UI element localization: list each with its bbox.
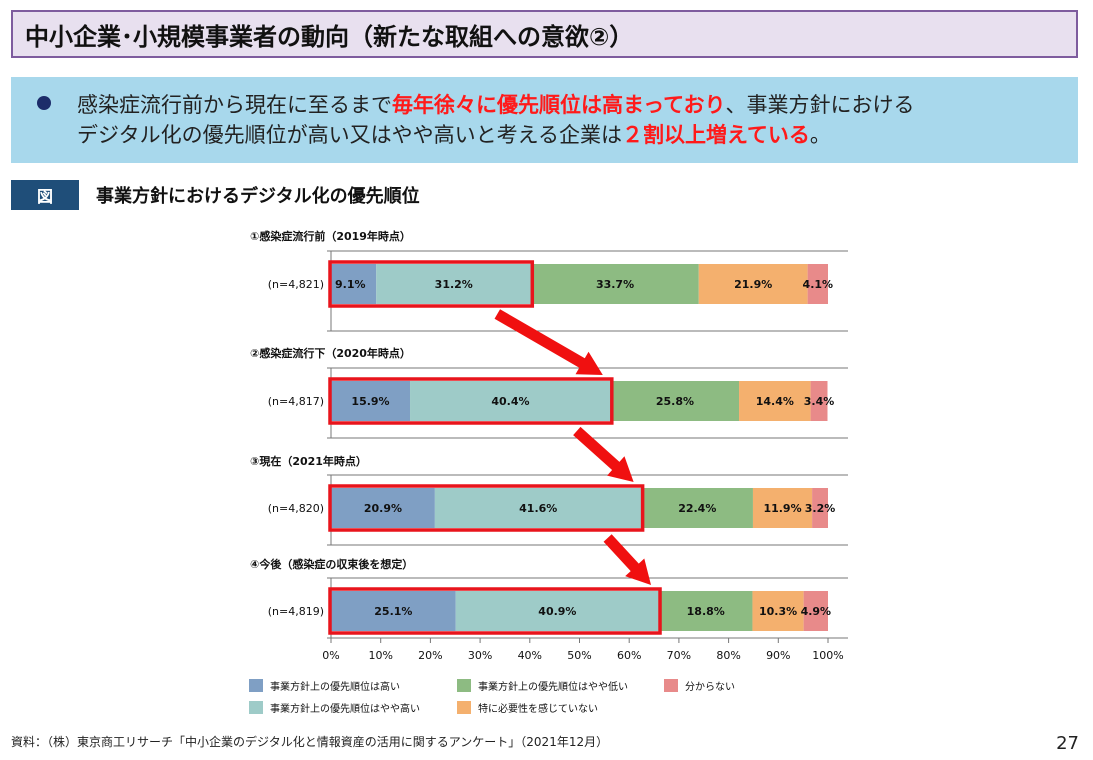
x-tick-label: 20% — [418, 649, 442, 662]
figure-label: 図 — [11, 180, 79, 210]
bar-segment — [807, 264, 828, 304]
x-tick-label: 90% — [766, 649, 790, 662]
bar-segment — [698, 264, 808, 304]
x-tick-label: 0% — [322, 649, 339, 662]
n-label: (n=4,821) — [268, 278, 324, 291]
data-label: 41.6% — [519, 502, 557, 515]
x-tick-label: 70% — [667, 649, 691, 662]
bar-segment — [376, 264, 532, 304]
bar-segment — [331, 488, 435, 528]
bar-segment — [610, 381, 740, 421]
summary-box: 感染症流行前から現在に至るまで毎年徐々に優先順位は高まっており、事業方針における… — [11, 77, 1078, 163]
data-label: 3.2% — [805, 502, 836, 515]
legend-label: 事業方針上の優先順位は高い — [270, 680, 400, 693]
arrow-icon — [573, 426, 634, 482]
group-title-1: ①感染症流行前（2019年時点） — [250, 229, 411, 243]
legend-label: 分からない — [685, 681, 735, 693]
n-label: (n=4,820) — [268, 502, 324, 515]
summary-highlight1: 毎年徐々に優先順位は高まっており — [392, 93, 726, 117]
x-tick-label: 60% — [617, 649, 641, 662]
bar-segment — [810, 381, 828, 421]
page-title-text: 中小企業･小規模事業者の動向（新たな取組への意欲②） — [25, 22, 634, 51]
data-label: 25.1% — [374, 605, 412, 618]
n-label: (n=4,819) — [268, 605, 324, 618]
data-label: 40.9% — [538, 605, 576, 618]
data-label: 22.4% — [678, 502, 716, 515]
group-title-3: ③現在（2021年時点） — [250, 454, 367, 468]
bar-segment — [812, 488, 828, 528]
bar-segment — [410, 381, 611, 421]
summary-part4: 。 — [809, 123, 831, 147]
bar-segment — [331, 381, 411, 421]
legend-label: 特に必要性を感じていない — [478, 702, 598, 715]
figure-title: 事業方針におけるデジタル化の優先順位 — [96, 186, 420, 207]
bar-segment — [659, 591, 753, 631]
bar-segment — [641, 488, 753, 528]
summary-part1: 感染症流行前から現在に至るまで — [77, 93, 392, 117]
bar-segment — [434, 488, 642, 528]
x-tick-label: 40% — [518, 649, 542, 662]
data-label: 21.9% — [734, 278, 772, 291]
highlight-box — [328, 587, 662, 635]
x-tick-label: 10% — [368, 649, 392, 662]
bar-segment — [803, 591, 828, 631]
data-label: 11.9% — [763, 502, 801, 515]
data-label: 33.7% — [596, 278, 634, 291]
x-tick-label: 100% — [812, 649, 843, 662]
bar-segment — [331, 591, 456, 631]
source-note: 資料：（株）東京商工リサーチ「中小企業のデジタル化と情報資産の活用に関するアンケ… — [11, 735, 609, 749]
arrow-icon — [494, 309, 603, 375]
highlight-box — [328, 377, 614, 425]
group-title-2: ②感染症流行下（2020年時点） — [250, 346, 411, 360]
data-label: 4.1% — [803, 278, 834, 291]
legend-label: 事業方針上の優先順位はやや高い — [270, 702, 420, 715]
x-tick-label: 50% — [567, 649, 591, 662]
legend-swatch — [249, 679, 263, 692]
bar-segment — [455, 591, 660, 631]
summary-part3: デジタル化の優先順位が高い又はやや高いと考える企業は — [77, 123, 622, 147]
legend-swatch — [249, 701, 263, 714]
summary-part2: 、事業方針における — [725, 93, 915, 117]
summary-text: 感染症流行前から現在に至るまで毎年徐々に優先順位は高まっており、事業方針における… — [77, 90, 1058, 150]
bar-segment — [739, 381, 811, 421]
data-label: 25.8% — [656, 395, 694, 408]
data-label: 9.1% — [335, 278, 366, 291]
bar-segment — [531, 264, 699, 304]
data-label: 4.9% — [801, 605, 832, 618]
legend-swatch — [457, 679, 471, 692]
highlight-box — [328, 484, 645, 532]
x-tick-label: 30% — [468, 649, 492, 662]
legend-swatch — [664, 679, 678, 692]
highlight-box — [328, 260, 535, 308]
n-label: (n=4,817) — [268, 395, 324, 408]
group-title-4: ④今後（感染症の収束後を想定） — [250, 557, 413, 571]
data-label: 10.3% — [759, 605, 797, 618]
data-label: 14.4% — [756, 395, 794, 408]
arrow-icon — [603, 534, 652, 585]
bar-segment — [752, 591, 804, 631]
data-label: 20.9% — [364, 502, 402, 515]
page-number: 27 — [1056, 733, 1079, 754]
x-tick-label: 80% — [716, 649, 740, 662]
legend-swatch — [457, 701, 471, 714]
bar-segment — [331, 264, 377, 304]
legend-label: 事業方針上の優先順位はやや低い — [478, 680, 628, 693]
bullet-icon — [37, 96, 51, 110]
data-label: 18.8% — [687, 605, 725, 618]
bar-segment — [752, 488, 813, 528]
data-label: 15.9% — [351, 395, 389, 408]
data-label: 3.4% — [804, 395, 835, 408]
data-label: 31.2% — [435, 278, 473, 291]
page-title: 中小企業･小規模事業者の動向（新たな取組への意欲②） — [11, 10, 1078, 58]
data-label: 40.4% — [491, 395, 529, 408]
summary-highlight2: ２割以上増えている — [621, 123, 810, 147]
stacked-bar-chart: ①感染症流行前（2019年時点） (n=4,821) 9.1% 31.2% 33.7% 2… — [249, 229, 848, 715]
